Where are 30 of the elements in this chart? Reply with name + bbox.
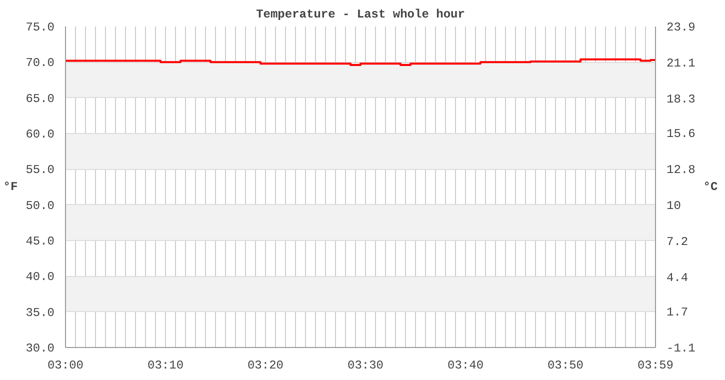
x-tick-label: 03:30 [348,358,384,372]
y2-tick-label: 1.7 [666,306,688,320]
y2-tick-label: 18.3 [666,92,696,106]
y-axis-title: °F [3,180,18,194]
x-tick-label: 03:50 [547,358,584,372]
y2-tick-label: 15.6 [666,127,696,142]
chart-title: Temperature - Last whole hour [256,8,465,22]
x-tick-label: 03:00 [47,358,84,372]
y-tick-label: 45.0 [26,234,55,248]
y-tick-label: 75.0 [26,20,55,34]
x-tick-label: 03:10 [148,358,184,372]
y2-tick-label: -1.1 [666,342,696,356]
x-tick-label: 03:20 [247,358,284,372]
y-tick-label: 30.0 [26,342,55,356]
y-tick-label: 50.0 [26,198,55,213]
y-tick-label: 35.0 [26,306,55,320]
y2-tick-label: 10 [666,198,681,213]
y2-tick-label: 7.2 [666,234,688,249]
y2-tick-label: 12.8 [666,163,696,178]
y-tick-label: 55.0 [26,163,55,178]
y2-tick-label: 21.1 [666,56,696,70]
y2-tick-label: 4.4 [666,270,688,285]
y2-axis-title: °C [703,180,718,194]
x-tick-label: 03:40 [448,358,484,372]
y-tick-label: 65.0 [26,92,55,106]
x-tick-label: 03:59 [637,358,674,372]
y-tick-label: 40.0 [26,270,55,284]
y-tick-label: 70.0 [26,56,55,70]
y2-tick-label: 23.9 [666,20,696,34]
y-tick-label: 60.0 [26,128,55,142]
